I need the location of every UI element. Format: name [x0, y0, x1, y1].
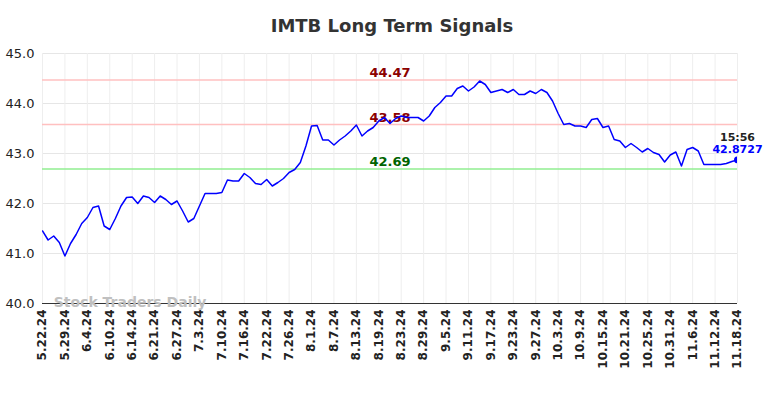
svg-text:44.47: 44.47: [369, 65, 410, 80]
svg-text:9.27.24: 9.27.24: [529, 310, 543, 361]
svg-text:10.21.24: 10.21.24: [618, 310, 632, 369]
svg-text:7.16.24: 7.16.24: [237, 310, 251, 361]
svg-text:8.29.24: 8.29.24: [416, 310, 430, 361]
svg-text:11.6.24: 11.6.24: [686, 310, 700, 361]
svg-text:9.11.24: 9.11.24: [461, 310, 475, 361]
html-text:IMTB Long Term Signals: IMTB Long Term Signals: [270, 15, 514, 36]
svg-text:44.0: 44.0: [6, 96, 35, 111]
svg-text:8.1.24: 8.1.24: [304, 310, 318, 353]
svg-text:15:56: 15:56: [720, 131, 755, 145]
svg-text:45.0: 45.0: [6, 46, 35, 61]
svg-text:42.69: 42.69: [369, 154, 410, 169]
svg-text:42.0: 42.0: [6, 196, 35, 211]
svg-text:11.12.24: 11.12.24: [708, 310, 722, 369]
svg-text:8.13.24: 8.13.24: [349, 310, 363, 361]
svg-text:8.23.24: 8.23.24: [394, 310, 408, 361]
svg-text:10.9.24: 10.9.24: [573, 310, 587, 361]
svg-text:6.14.24: 6.14.24: [125, 310, 139, 361]
svg-text:6.10.24: 6.10.24: [103, 310, 117, 361]
svg-text:7.26.24: 7.26.24: [282, 310, 296, 361]
svg-text:43.0: 43.0: [6, 146, 35, 161]
svg-text:5.29.24: 5.29.24: [58, 310, 72, 361]
svg-text:10.31.24: 10.31.24: [663, 310, 677, 369]
svg-text:9.5.24: 9.5.24: [439, 310, 453, 353]
svg-text:10.3.24: 10.3.24: [551, 310, 565, 361]
svg-text:42.8727: 42.8727: [712, 143, 762, 156]
svg-text:7.10.24: 7.10.24: [215, 310, 229, 361]
svg-text:11.18.24: 11.18.24: [730, 310, 744, 369]
svg-text:10.25.24: 10.25.24: [641, 310, 655, 369]
svg-text:6.27.24: 6.27.24: [170, 310, 184, 361]
svg-text:43.58: 43.58: [369, 109, 411, 125]
svg-text:41.0: 41.0: [6, 246, 35, 261]
svg-text:5.22.24: 5.22.24: [35, 310, 49, 361]
svg-text:6.21.24: 6.21.24: [147, 310, 161, 361]
svg-text:9.23.24: 9.23.24: [506, 310, 520, 361]
svg-text:Stock Traders Daily: Stock Traders Daily: [54, 294, 207, 310]
svg-text:8.19.24: 8.19.24: [372, 310, 386, 361]
svg-text:6.4.24: 6.4.24: [80, 310, 94, 353]
svg-text:40.0: 40.0: [6, 296, 35, 311]
svg-text:8.7.24: 8.7.24: [327, 310, 341, 353]
svg-text:10.15.24: 10.15.24: [596, 310, 610, 369]
svg-text:7.3.24: 7.3.24: [192, 310, 206, 353]
svg-text:9.17.24: 9.17.24: [484, 310, 498, 361]
svg-text:7.22.24: 7.22.24: [260, 310, 274, 361]
